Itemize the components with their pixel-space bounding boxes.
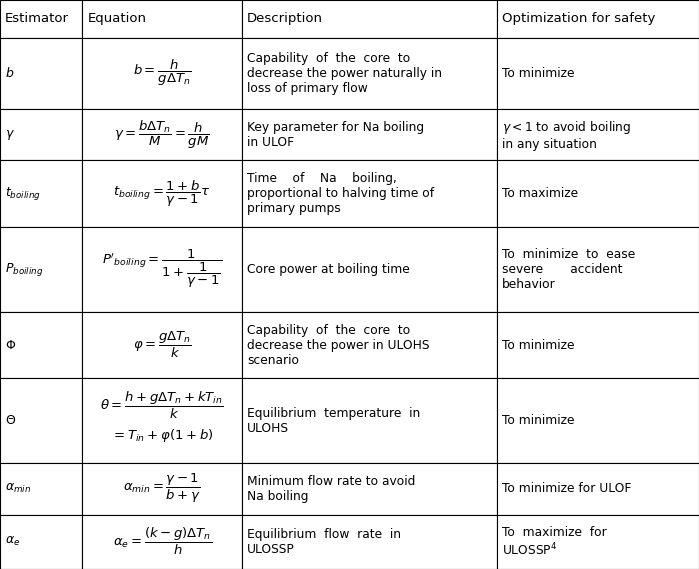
Bar bbox=[0, 514, 82, 569]
Bar bbox=[242, 514, 497, 569]
Text: To minimize for ULOF: To minimize for ULOF bbox=[502, 483, 631, 495]
Text: $\alpha_e$: $\alpha_e$ bbox=[5, 535, 20, 549]
Bar bbox=[0, 109, 82, 160]
Text: Equation: Equation bbox=[87, 13, 147, 25]
Bar bbox=[0, 378, 82, 463]
Bar bbox=[242, 227, 497, 312]
Text: Estimator: Estimator bbox=[5, 13, 69, 25]
Text: $P'_{boiling} = \dfrac{1}{1 + \dfrac{1}{\gamma - 1}}$: $P'_{boiling} = \dfrac{1}{1 + \dfrac{1}{… bbox=[102, 248, 222, 291]
Text: $\alpha_{min} = \dfrac{\gamma - 1}{b + \gamma}$: $\alpha_{min} = \dfrac{\gamma - 1}{b + \… bbox=[123, 472, 201, 505]
Bar bbox=[0, 312, 82, 378]
Bar bbox=[242, 312, 497, 378]
Text: To maximize: To maximize bbox=[502, 187, 578, 200]
Bar bbox=[497, 463, 699, 514]
Bar bbox=[497, 312, 699, 378]
Text: $\Phi$: $\Phi$ bbox=[5, 339, 16, 352]
Text: To minimize: To minimize bbox=[502, 414, 575, 427]
Bar bbox=[82, 514, 242, 569]
Text: Equilibrium  flow  rate  in
ULOSSP: Equilibrium flow rate in ULOSSP bbox=[247, 528, 401, 556]
Bar bbox=[0, 463, 82, 514]
Text: To  maximize  for
ULOSSP$^4$: To maximize for ULOSSP$^4$ bbox=[502, 526, 607, 558]
Text: $t_{boiling} = \dfrac{1+b}{\gamma - 1}\tau$: $t_{boiling} = \dfrac{1+b}{\gamma - 1}\t… bbox=[113, 179, 211, 209]
Text: To  minimize  to  ease
severe       accident
behavior: To minimize to ease severe accident beha… bbox=[502, 248, 635, 291]
Text: $\Theta$: $\Theta$ bbox=[5, 414, 16, 427]
Bar bbox=[242, 109, 497, 160]
Bar bbox=[0, 160, 82, 227]
Text: $\gamma$: $\gamma$ bbox=[5, 127, 15, 142]
Text: To minimize: To minimize bbox=[502, 339, 575, 352]
Bar bbox=[242, 38, 497, 109]
Bar bbox=[0, 38, 82, 109]
Bar bbox=[497, 109, 699, 160]
Text: Minimum flow rate to avoid
Na boiling: Minimum flow rate to avoid Na boiling bbox=[247, 475, 415, 503]
Bar bbox=[82, 463, 242, 514]
Text: $b$: $b$ bbox=[5, 66, 15, 80]
Text: $\gamma < 1$ to avoid boiling
in any situation: $\gamma < 1$ to avoid boiling in any sit… bbox=[502, 119, 631, 151]
Text: $\theta = \dfrac{h + g\Delta T_n + kT_{in}}{k}$: $\theta = \dfrac{h + g\Delta T_n + kT_{i… bbox=[101, 390, 224, 421]
Text: $\alpha_e = \dfrac{(k-g)\Delta T_n}{h}$: $\alpha_e = \dfrac{(k-g)\Delta T_n}{h}$ bbox=[113, 526, 212, 557]
Text: $\gamma = \dfrac{b\Delta T_n}{M} = \dfrac{h}{gM}$: $\gamma = \dfrac{b\Delta T_n}{M} = \dfra… bbox=[115, 118, 210, 151]
Text: To minimize: To minimize bbox=[502, 67, 575, 80]
Bar bbox=[242, 463, 497, 514]
Text: $\varphi = \dfrac{g\Delta T_n}{k}$: $\varphi = \dfrac{g\Delta T_n}{k}$ bbox=[133, 330, 192, 360]
Bar bbox=[242, 0, 497, 38]
Bar bbox=[0, 227, 82, 312]
Bar bbox=[242, 160, 497, 227]
Bar bbox=[0, 0, 82, 38]
Text: $t_{boiling}$: $t_{boiling}$ bbox=[5, 185, 41, 202]
Bar bbox=[82, 312, 242, 378]
Bar bbox=[82, 0, 242, 38]
Bar bbox=[497, 378, 699, 463]
Text: $\alpha_{min}$: $\alpha_{min}$ bbox=[5, 483, 31, 496]
Text: Equilibrium  temperature  in
ULOHS: Equilibrium temperature in ULOHS bbox=[247, 407, 420, 435]
Bar bbox=[82, 109, 242, 160]
Text: Description: Description bbox=[247, 13, 323, 25]
Text: Key parameter for Na boiling
in ULOF: Key parameter for Na boiling in ULOF bbox=[247, 121, 424, 149]
Text: Time    of    Na    boiling,
proportional to halving time of
primary pumps: Time of Na boiling, proportional to halv… bbox=[247, 172, 434, 215]
Text: $b = \dfrac{h}{g\Delta T_n}$: $b = \dfrac{h}{g\Delta T_n}$ bbox=[133, 58, 192, 88]
Text: $P_{boiling}$: $P_{boiling}$ bbox=[5, 261, 43, 278]
Bar bbox=[242, 378, 497, 463]
Bar bbox=[497, 0, 699, 38]
Text: Optimization for safety: Optimization for safety bbox=[502, 13, 656, 25]
Text: Core power at boiling time: Core power at boiling time bbox=[247, 263, 410, 276]
Text: Capability  of  the  core  to
decrease the power naturally in
loss of primary fl: Capability of the core to decrease the p… bbox=[247, 52, 442, 95]
Bar bbox=[497, 38, 699, 109]
Bar bbox=[497, 160, 699, 227]
Text: Capability  of  the  core  to
decrease the power in ULOHS
scenario: Capability of the core to decrease the p… bbox=[247, 324, 429, 366]
Text: $= T_{in} + \varphi(1 + b)$: $= T_{in} + \varphi(1 + b)$ bbox=[111, 427, 213, 444]
Bar bbox=[82, 160, 242, 227]
Bar bbox=[497, 227, 699, 312]
Bar bbox=[497, 514, 699, 569]
Bar bbox=[82, 38, 242, 109]
Bar bbox=[82, 227, 242, 312]
Bar bbox=[82, 378, 242, 463]
